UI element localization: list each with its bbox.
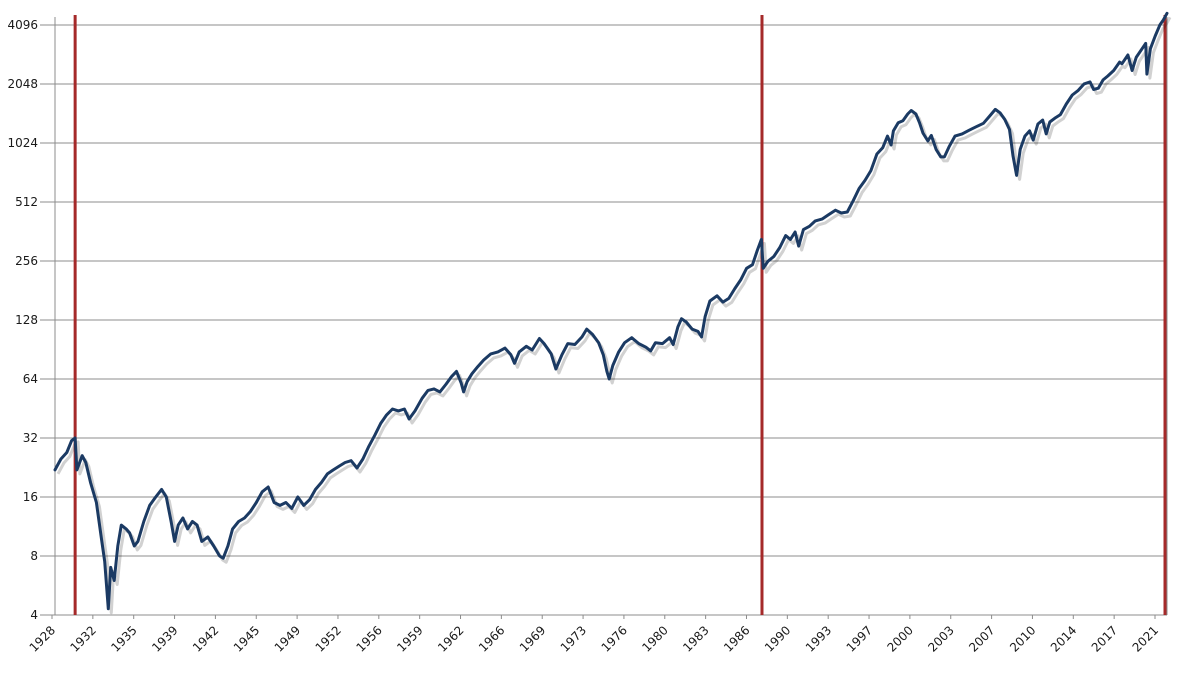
x-tick-label: 2010 [1007,623,1038,654]
y-tick-label: 512 [15,195,38,209]
vertical-markers [73,15,1167,615]
x-tick-label: 1959 [394,623,425,654]
series-line [53,11,1169,611]
x-tick-label: 1942 [190,623,221,654]
x-tick-label: 2014 [1048,623,1079,654]
x-tick-label: 1949 [272,623,303,654]
x-tick-label: 1939 [149,623,180,654]
y-tick-label: 2048 [7,77,38,91]
x-tick-label: 1973 [558,623,589,654]
y-tick-label: 16 [23,490,38,504]
x-tick-label: 1993 [803,623,834,654]
x-tick-label: 1928 [27,623,58,654]
y-tick-label: 256 [15,254,38,268]
x-tick-label: 1976 [599,623,630,654]
x-tick-label: 1986 [721,623,752,654]
x-tick-label: 2003 [925,623,956,654]
x-tick-label: 1969 [517,623,548,654]
y-tick-label: 32 [23,431,38,445]
y-tick-label: 128 [15,313,38,327]
x-tick-label: 2017 [1089,623,1120,654]
x-tick-label: 1983 [680,623,711,654]
x-tick-label: 1966 [476,623,507,654]
x-tick-label: 1997 [844,623,875,654]
x-tick-label: 1980 [639,623,670,654]
y-axis-ticks: 4 8 16 32 64 128 256 512 1024 2048 4096 [7,18,38,622]
x-tick-label: 1962 [435,623,466,654]
series-layer [53,11,1172,615]
x-axis-ticks: 1928 1932 1935 1939 1942 1945 1949 1952 1956 1959… [27,615,1161,655]
x-tick-label: 1952 [313,623,344,654]
series-line-shadow [56,16,1172,615]
y-tick-label: 4096 [7,18,38,32]
x-tick-label: 1935 [108,623,139,654]
x-tick-label: 2021 [1130,623,1161,654]
x-tick-label: 1945 [231,623,262,654]
x-tick-label: 1956 [353,623,384,654]
x-tick-label: 1932 [67,623,98,654]
gridlines [40,17,1168,616]
x-tick-label: 2007 [966,623,997,654]
x-tick-label: 1990 [762,623,793,654]
x-tick-label: 2000 [885,623,916,654]
y-tick-label: 64 [23,372,38,386]
y-tick-label: 8 [30,549,38,563]
y-tick-label: 4 [30,608,38,622]
y-tick-label: 1024 [7,136,38,150]
